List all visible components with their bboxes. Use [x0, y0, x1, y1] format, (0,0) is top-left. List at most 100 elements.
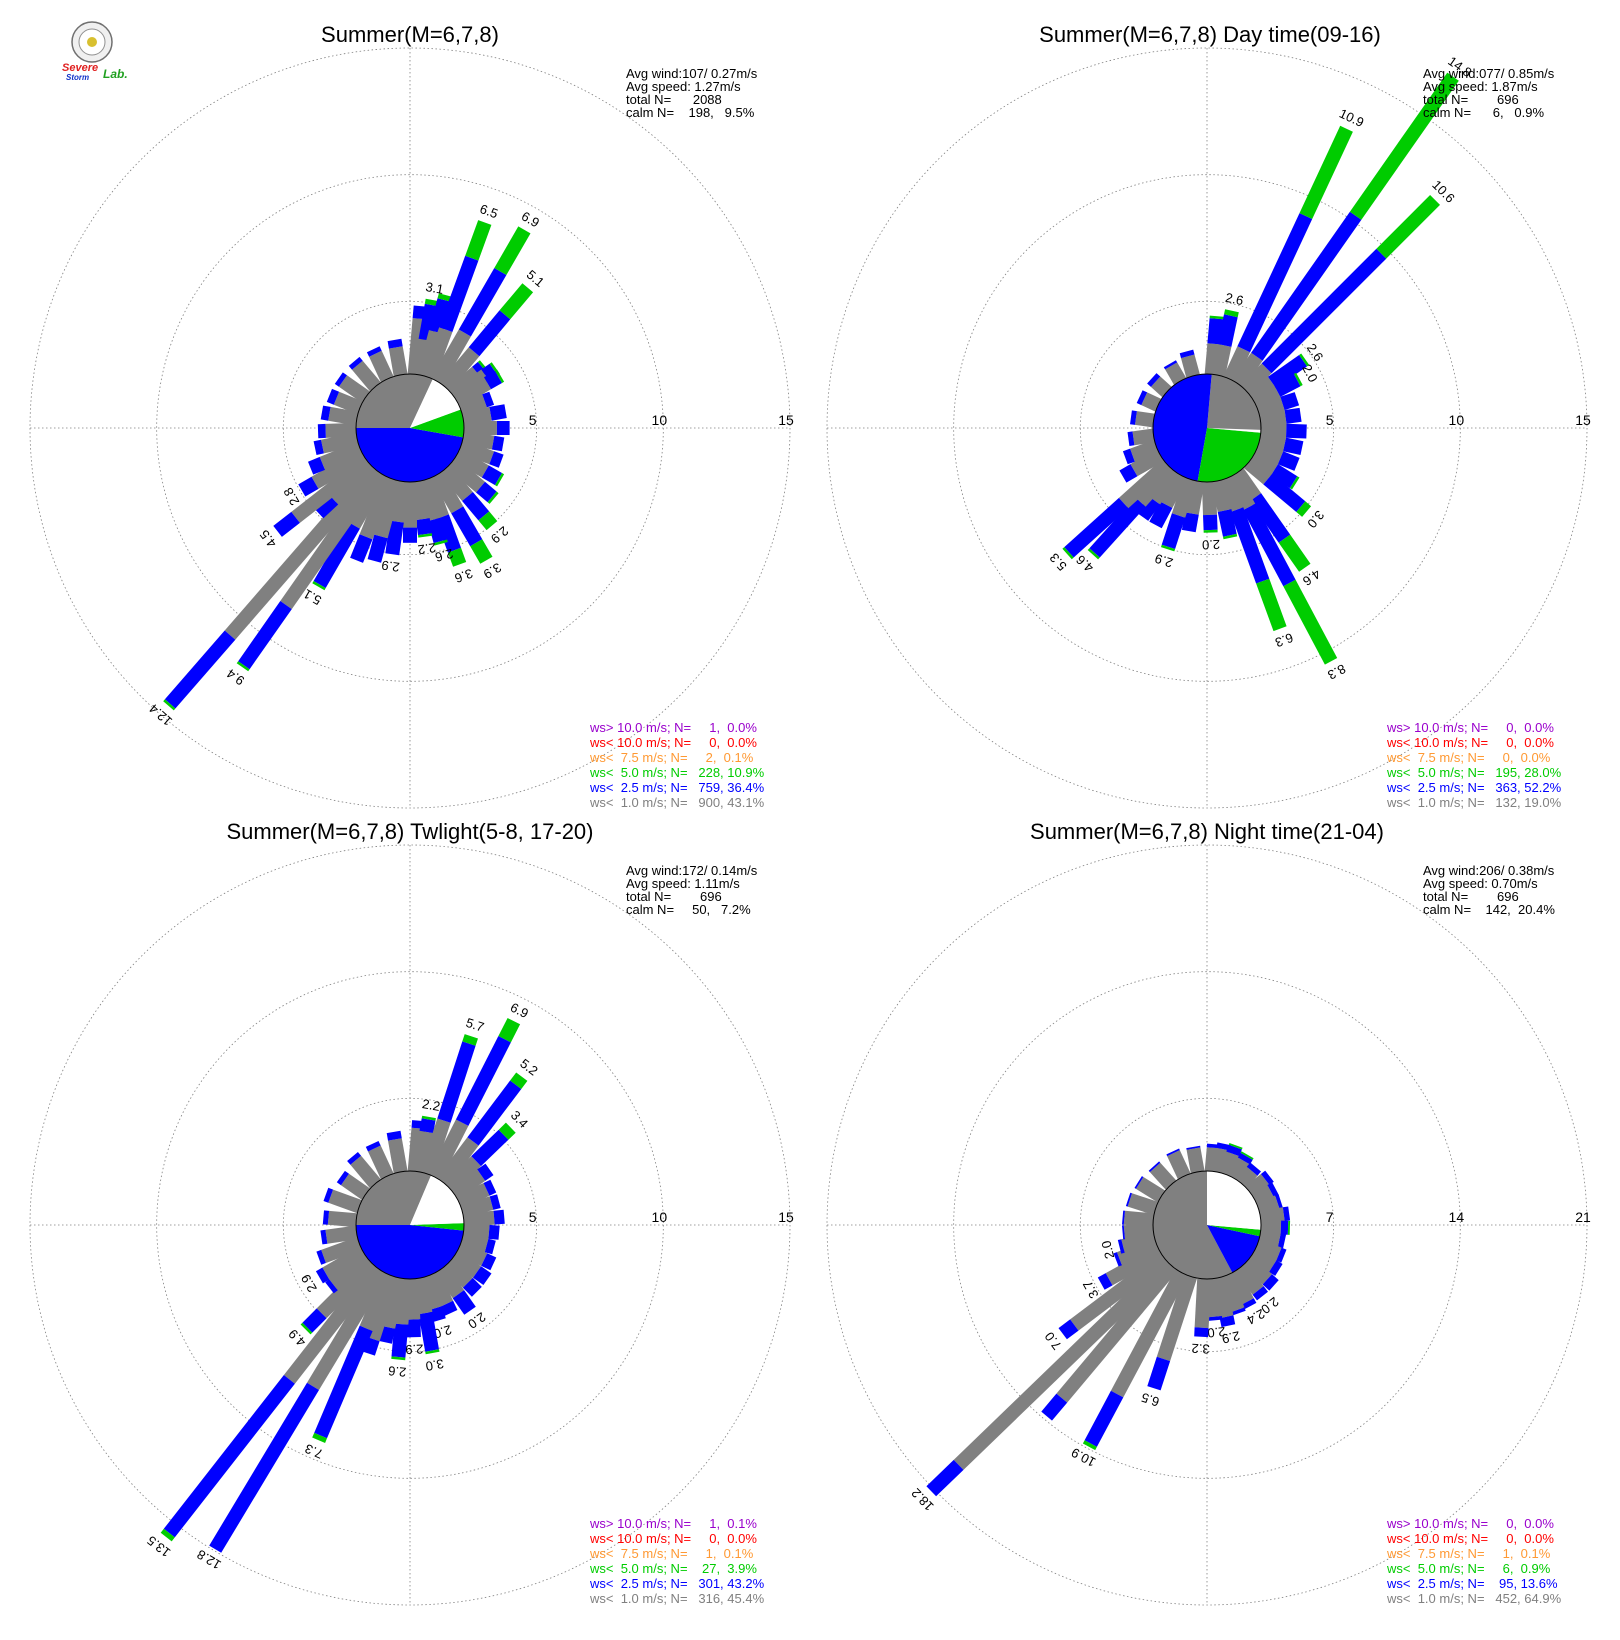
wind-bar-segment	[403, 527, 417, 543]
wind-bar-segment	[1203, 529, 1218, 533]
wind-bar-segment	[487, 491, 499, 504]
wind-bar-segment	[1118, 458, 1172, 509]
wind-bar: 2.0	[1251, 362, 1321, 409]
pie-slice	[1207, 1225, 1260, 1273]
wind-bar-segment	[302, 1308, 327, 1333]
wind-bar-segment	[1241, 1298, 1257, 1310]
wind-bar-segment	[300, 1322, 313, 1335]
wind-bar-segment	[1249, 450, 1278, 476]
windrose-panels: 5 10 153.16.5 6.95.12.93.93.62.62.22.95.19.…	[29, 22, 1591, 1606]
bar-value-label: 3.7	[1080, 1278, 1102, 1301]
wind-bar	[450, 1163, 494, 1200]
wind-bar: 7.0	[1042, 1251, 1169, 1353]
wind-bar-segment	[510, 1072, 528, 1089]
legend-entry: ws< 10.0 m/s; N= 0, 0.0%	[589, 735, 757, 750]
wind-bar-segment	[164, 630, 236, 709]
wind-bar	[387, 338, 408, 376]
wind-bar	[366, 346, 394, 382]
wind-bar-segment	[481, 1253, 497, 1271]
wind-bar	[320, 1225, 358, 1245]
wind-bar-segment	[317, 423, 326, 439]
bar-value-label: 2.6	[434, 546, 455, 565]
stat-line: calm N= 198, 9.5%	[626, 105, 755, 120]
bar-value-label: 4.9	[285, 1326, 308, 1349]
wind-bar-segment	[1123, 1210, 1154, 1228]
legend-entry: ws< 5.0 m/s; N= 195, 28.0%	[1386, 765, 1562, 780]
stat-line: Avg speed: 1.11m/s	[626, 876, 740, 891]
ring-label: 21	[1575, 1209, 1591, 1225]
wind-bar-segment	[366, 346, 382, 357]
wind-bar-segment	[1232, 352, 1263, 388]
wind-bar-segment	[311, 448, 367, 489]
wind-bar	[1166, 1148, 1191, 1179]
wind-bar-segment	[1122, 1210, 1125, 1225]
bar-value-label: 4.6	[1073, 552, 1096, 575]
stat-line: Avg speed: 0.70m/s	[1423, 876, 1538, 891]
wind-bar: 10.6	[1240, 177, 1458, 395]
wind-bar-segment	[1293, 372, 1303, 387]
legend-entry: ws< 1.0 m/s; N= 452, 64.9%	[1386, 1591, 1562, 1606]
stat-line: calm N= 6, 0.9%	[1423, 105, 1544, 120]
bar-value-label: 6.5	[478, 201, 500, 221]
wind-bar-segment	[489, 1194, 501, 1210]
logo-line1: Severe	[62, 62, 98, 74]
pie-slice	[1152, 373, 1212, 482]
wind-bar-segment	[473, 1266, 492, 1285]
legend-entry: ws< 7.5 m/s; N= 0, 0.0%	[1386, 750, 1551, 765]
wind-bar-segment	[1084, 1390, 1124, 1447]
wind-bar-segment	[273, 511, 300, 537]
wind-bar-segment	[443, 1258, 473, 1288]
wind-bar-segment	[316, 1258, 377, 1319]
wind-bar-segment	[1249, 1247, 1277, 1272]
wind-bar-segment	[1082, 1440, 1097, 1451]
wind-bar	[1149, 472, 1188, 529]
bar-value-label: 5.1	[524, 267, 547, 290]
wind-bar-segment	[1256, 396, 1285, 418]
wind-bar-segment	[499, 283, 534, 320]
wind-bar: 3.7	[1080, 1245, 1164, 1301]
pie-slice	[1153, 1171, 1233, 1279]
wind-bar	[458, 439, 504, 468]
wind-bar-segment	[471, 1129, 509, 1167]
pie-slice	[410, 409, 465, 438]
wind-bar-segment	[458, 268, 507, 337]
stat-line: Avg wind:206/ 0.38m/s	[1423, 863, 1555, 878]
stat-line: calm N= 142, 20.4%	[1423, 902, 1555, 917]
wind-bar	[456, 1241, 497, 1271]
wind-bar-segment	[444, 1156, 481, 1193]
wind-bar	[325, 1252, 372, 1294]
wind-bar	[450, 1250, 492, 1285]
wind-bar-segment	[450, 1250, 482, 1278]
bar-value-label: 2.0	[432, 1322, 454, 1342]
wind-bar-segment	[1087, 548, 1100, 560]
wind-bar-segment	[348, 356, 363, 370]
wind-bar	[317, 422, 357, 439]
wind-bar-segment	[424, 298, 440, 307]
wind-bar-segment	[1242, 503, 1296, 587]
wind-bar	[1236, 1162, 1261, 1189]
pie-slice	[356, 374, 433, 428]
wind-bar-segment	[1208, 1316, 1223, 1321]
wind-bar-segment	[1211, 344, 1232, 377]
wind-bar-segment	[314, 1325, 373, 1439]
wind-bar-segment	[1122, 1225, 1125, 1240]
wind-bar: 6.3	[1218, 476, 1295, 650]
wind-bar-segment	[435, 1265, 465, 1299]
wind-bar-segment	[1228, 1143, 1243, 1150]
bar-value-label: 2.0	[1202, 537, 1221, 553]
stat-line: total N= 696	[1423, 889, 1519, 904]
legend-entry: ws< 1.0 m/s; N= 900, 43.1%	[589, 795, 765, 810]
wind-bar-segment	[1224, 309, 1239, 318]
wind-bar-segment	[280, 468, 385, 610]
wind-bar	[1251, 1182, 1279, 1206]
wind-bar	[463, 1209, 505, 1228]
pie-outline	[1152, 373, 1262, 483]
wind-bar	[446, 457, 499, 504]
bar-value-label: 2.6	[1224, 290, 1245, 308]
wind-bar-segment	[1262, 1274, 1279, 1291]
lab-logo: Severe Storm Lab.	[62, 21, 128, 82]
wind-bar-segment	[1273, 373, 1301, 397]
wind-bar-segment	[160, 1528, 175, 1542]
wind-bar-segment	[1226, 1144, 1242, 1157]
pie-slice	[1207, 1171, 1262, 1230]
